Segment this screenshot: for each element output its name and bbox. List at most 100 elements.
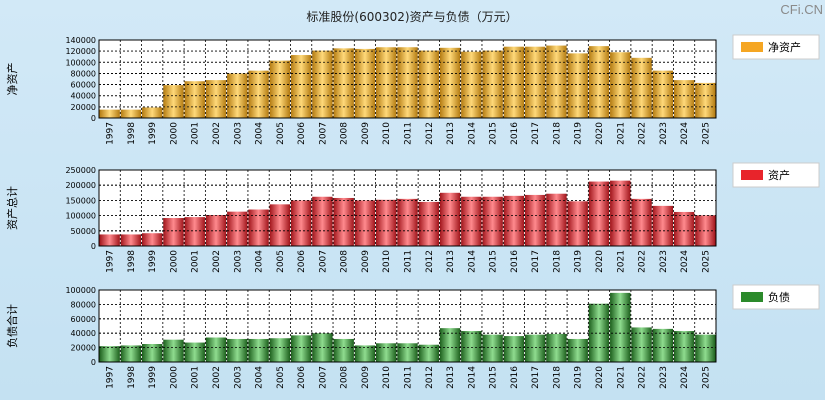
x-tick-label: 2002 bbox=[212, 366, 222, 389]
bar-liabilities-2007 bbox=[312, 333, 333, 362]
x-tick-label: 2020 bbox=[595, 122, 605, 145]
bar-total_assets-1997 bbox=[99, 234, 120, 246]
y-tick-label: 0 bbox=[91, 242, 96, 251]
x-tick-label: 2021 bbox=[616, 366, 626, 389]
x-tick-label: 2019 bbox=[574, 250, 584, 273]
bar-liabilities-2004 bbox=[248, 338, 269, 362]
x-tick-label: 2002 bbox=[212, 250, 222, 273]
bar-net_assets-2022 bbox=[631, 57, 652, 118]
bar-liabilities-1998 bbox=[120, 345, 142, 362]
y-tick-label: 100000 bbox=[65, 212, 96, 221]
x-tick-label: 2017 bbox=[531, 122, 541, 145]
plot-border bbox=[98, 39, 717, 119]
x-tick-label: 2012 bbox=[425, 122, 435, 145]
y-tick-label: 80000 bbox=[71, 300, 96, 309]
x-tick-label: 2024 bbox=[680, 122, 690, 145]
x-tick-label: 2003 bbox=[233, 366, 243, 389]
bar-liabilities-2012 bbox=[418, 344, 439, 362]
x-tick-label: 2011 bbox=[404, 366, 414, 389]
x-tick-label: 2006 bbox=[297, 250, 307, 273]
x-tick-label: 2001 bbox=[191, 122, 201, 145]
bar-net_assets-2011 bbox=[397, 47, 418, 118]
bar-liabilities-2022 bbox=[631, 327, 652, 362]
x-tick-label: 2009 bbox=[361, 122, 371, 145]
x-tick-label: 2023 bbox=[659, 366, 669, 389]
bar-total_assets-2003 bbox=[227, 211, 248, 246]
bar-net_assets-2019 bbox=[567, 53, 588, 118]
y-tick-label: 100000 bbox=[65, 286, 96, 295]
x-tick-label: 2010 bbox=[382, 122, 392, 145]
bar-total_assets-2021 bbox=[610, 180, 631, 246]
bar-net_assets-2013 bbox=[439, 47, 461, 118]
x-tick-label: 2013 bbox=[446, 122, 456, 145]
x-tick-label: 2015 bbox=[489, 366, 499, 389]
x-tick-label: 1999 bbox=[148, 250, 158, 273]
bar-liabilities-2010 bbox=[376, 343, 397, 362]
bar-net_assets-2021 bbox=[610, 52, 631, 118]
y-tick-label: 60000 bbox=[71, 315, 96, 324]
y-tick-label: 80000 bbox=[71, 69, 96, 78]
bar-total_assets-2004 bbox=[248, 209, 269, 246]
bar-net_assets-2017 bbox=[524, 46, 546, 118]
x-tick-label: 2014 bbox=[467, 122, 477, 145]
bar-liabilities-2000 bbox=[163, 339, 184, 362]
x-tick-label: 2005 bbox=[276, 250, 286, 273]
x-tick-label: 2007 bbox=[318, 122, 328, 145]
x-tick-label: 2004 bbox=[255, 122, 265, 145]
x-tick-label: 2000 bbox=[169, 250, 179, 273]
bar-liabilities-2023 bbox=[652, 328, 674, 362]
x-tick-label: 2021 bbox=[616, 122, 626, 145]
y-tick-label: 0 bbox=[91, 358, 96, 367]
x-tick-label: 2000 bbox=[169, 122, 179, 145]
bar-liabilities-2016 bbox=[503, 336, 525, 362]
y-tick-label: 0 bbox=[91, 114, 96, 123]
bar-net_assets-2010 bbox=[376, 47, 397, 118]
chart-panels: 0200004000060000800001000001200001400001… bbox=[5, 34, 820, 389]
panel-net_assets: 0 20000 40000 60000 80000 100000 120000 140000 1… bbox=[5, 34, 820, 145]
bar-liabilities-1999 bbox=[141, 344, 163, 362]
x-tick-label: 1997 bbox=[106, 250, 116, 273]
legend-label: 负债 bbox=[768, 290, 790, 304]
x-tick-label: 2002 bbox=[212, 122, 222, 145]
x-tick-label: 2010 bbox=[382, 250, 392, 273]
x-tick-label: 2025 bbox=[701, 122, 711, 145]
bar-total_assets-2017 bbox=[524, 194, 546, 246]
y-tick-label: 20000 bbox=[71, 344, 96, 353]
bar-liabilities-2013 bbox=[439, 328, 461, 362]
bar-total_assets-2008 bbox=[333, 197, 354, 246]
x-tick-label: 2016 bbox=[510, 250, 520, 273]
x-tick-label: 2021 bbox=[616, 250, 626, 273]
x-tick-label: 2008 bbox=[340, 250, 350, 273]
x-tick-label: 2013 bbox=[446, 366, 456, 389]
bar-total_assets-2024 bbox=[673, 211, 695, 246]
bar-total_assets-2007 bbox=[312, 196, 333, 246]
bar-total_assets-2013 bbox=[439, 192, 461, 246]
y-tick-label: 120000 bbox=[65, 47, 96, 56]
legend-liabilities: 负债 bbox=[732, 284, 820, 310]
x-tick-label: 2018 bbox=[552, 122, 562, 145]
y-tick-label: 100000 bbox=[65, 58, 96, 67]
x-tick-label: 2001 bbox=[191, 366, 201, 389]
bar-net_assets-2006 bbox=[290, 55, 312, 118]
bar-net_assets-2024 bbox=[673, 80, 695, 118]
plot-border bbox=[98, 169, 717, 247]
bar-liabilities-2001 bbox=[184, 342, 205, 362]
x-tick-label: 2023 bbox=[659, 122, 669, 145]
bar-liabilities-2019 bbox=[567, 338, 588, 362]
bar-total_assets-2025 bbox=[695, 215, 716, 246]
bar-liabilities-2017 bbox=[524, 334, 546, 362]
x-tick-label: 1999 bbox=[148, 366, 158, 389]
bar-total_assets-2012 bbox=[418, 201, 439, 246]
bar-liabilities-2008 bbox=[333, 338, 354, 362]
x-tick-label: 2004 bbox=[255, 366, 265, 389]
x-tick-label: 2007 bbox=[318, 250, 328, 273]
x-tick-label: 2014 bbox=[467, 366, 477, 389]
legend-net_assets: 净资产 bbox=[732, 34, 820, 60]
bar-liabilities-2025 bbox=[695, 334, 716, 362]
x-tick-label: 2022 bbox=[638, 250, 648, 273]
bar-total_assets-2019 bbox=[567, 201, 588, 246]
x-tick-label: 2025 bbox=[701, 366, 711, 389]
legend-swatch bbox=[741, 292, 763, 302]
x-tick-label: 2017 bbox=[531, 250, 541, 273]
bar-total_assets-2023 bbox=[652, 205, 674, 246]
